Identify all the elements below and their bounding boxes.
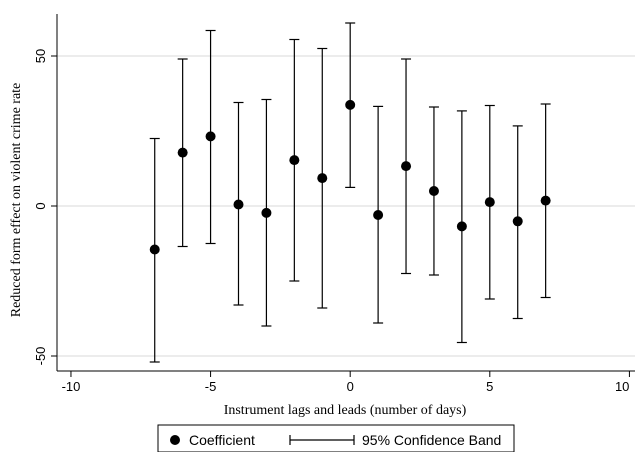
y-tick-label: 0 [33, 202, 48, 209]
coefficient-point [456, 221, 467, 232]
coefficient-point [205, 131, 216, 142]
x-axis: -10 -5 0 5 10 [57, 370, 635, 394]
legend: Coefficient 95% Confidence Band [157, 424, 515, 452]
coefficient-point [540, 195, 551, 206]
x-tick-label: 0 [347, 379, 354, 394]
coefficient-point [149, 244, 160, 255]
coefficient-point [345, 99, 356, 110]
coefficient-point [373, 210, 384, 220]
coefficient-point [484, 197, 495, 208]
legend-band-marker [289, 435, 355, 445]
gridlines [57, 55, 635, 357]
coefficient-point [401, 161, 412, 172]
x-tick-label: -5 [205, 379, 217, 394]
coefficient-point [289, 155, 300, 166]
x-axis-label: Instrument lags and leads (number of day… [224, 403, 467, 418]
legend-point-marker [170, 435, 180, 445]
coefficient-point [233, 199, 244, 210]
coefficient-point [177, 147, 188, 158]
coefficient-point [317, 173, 328, 184]
x-tick-label: -10 [62, 379, 81, 394]
coefficient-point [428, 186, 439, 196]
coefficient-point [261, 207, 272, 218]
legend-band-label: 95% Confidence Band [362, 432, 501, 448]
legend-box [157, 424, 515, 452]
confidence-bands [149, 22, 551, 363]
coefficient-points [149, 99, 551, 255]
legend-point-label: Coefficient [189, 432, 255, 448]
y-axis-label: Reduced form effect on violent crime rat… [9, 83, 24, 318]
y-tick-label: 50 [33, 49, 48, 63]
y-tick-label: -50 [33, 347, 48, 366]
x-tick-label: 10 [615, 379, 629, 394]
y-axis: -50 0 50 [33, 14, 58, 371]
coefficient-point [512, 216, 523, 227]
x-tick-label: 5 [486, 379, 493, 394]
